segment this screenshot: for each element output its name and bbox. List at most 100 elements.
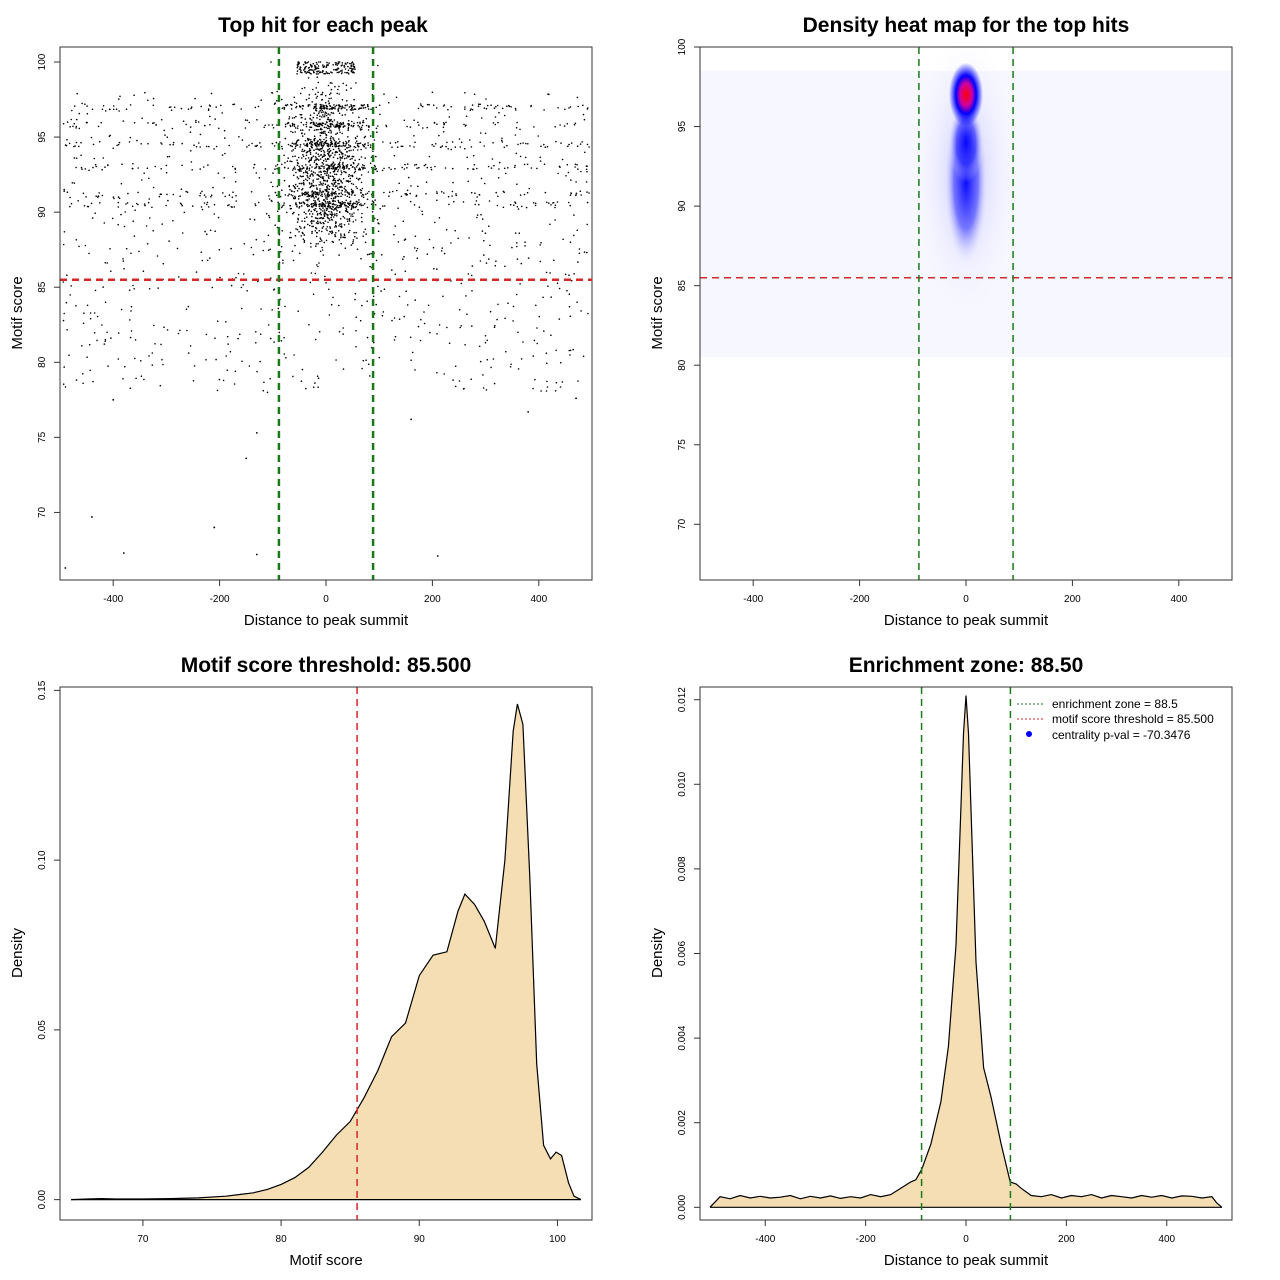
data-point [122,378,124,380]
data-point [300,116,303,119]
data-point [152,229,154,232]
data-point [315,227,318,230]
data-point [299,202,301,205]
data-point [302,238,305,240]
data-point [347,192,349,194]
data-point [369,162,372,165]
data-point [189,345,192,347]
data-point [166,136,169,138]
data-point [444,167,447,169]
data-point [322,221,324,224]
data-point [117,206,120,208]
data-point [312,202,315,205]
data-point [301,368,304,371]
data-point [183,211,186,214]
data-point [549,272,551,274]
data-point [320,194,322,197]
data-point [517,208,520,210]
data-point [516,258,519,260]
data-point [134,339,137,341]
data-point [350,182,353,185]
data-point [320,208,322,211]
data-point [471,108,474,111]
data-point [363,231,365,233]
data-point [199,168,201,170]
density-area [710,695,1222,1208]
data-point [303,69,305,71]
data-point [312,175,314,177]
data-point [329,213,332,215]
data-point [64,386,67,388]
data-point [259,142,261,144]
data-point [322,190,324,193]
data-point [482,374,484,376]
data-point [160,168,162,170]
data-point [320,127,322,130]
data-point [510,106,512,108]
data-point [350,109,353,111]
data-point [344,114,347,116]
data-point [82,382,84,385]
data-point [305,171,307,174]
data-point [304,118,307,120]
data-point [329,227,332,229]
data-point [433,268,435,270]
data-point [357,163,360,165]
data-point [325,139,328,142]
data-point [588,192,590,194]
data-point [350,164,352,167]
data-point [341,163,344,165]
data-point [495,105,497,108]
data-point [307,191,309,193]
data-point [511,246,513,249]
data-point [428,238,431,241]
data-point [123,225,126,228]
data-point [341,105,344,107]
data-point [353,65,356,68]
data-point [97,196,99,198]
data-point [315,195,317,198]
y-tick-label: 90 [37,206,48,218]
data-point [283,166,286,169]
data-point [417,121,419,124]
data-point [554,204,557,207]
x-tick-label: 0 [323,594,329,605]
data-point [336,215,338,217]
data-point [319,158,322,160]
data-point [253,163,256,166]
data-point [443,252,446,255]
heatmap-mid [948,102,984,183]
data-point [394,141,397,144]
data-point [137,167,139,169]
data-point [104,166,106,168]
data-point [346,180,349,182]
data-point [335,225,338,228]
data-point [533,339,536,342]
data-point [332,138,335,140]
data-point [158,195,161,198]
data-point [573,124,576,126]
data-point [199,133,202,136]
data-point [479,360,482,363]
data-point [104,261,107,264]
data-point [75,166,77,169]
data-point [252,253,255,256]
data-point [304,191,306,194]
data-point [311,156,313,159]
data-point [342,236,344,238]
data-point [321,124,324,127]
data-point [283,106,285,109]
data-point [69,126,71,128]
data-point [301,148,304,151]
data-point [243,243,246,245]
plot-marks [709,687,1223,1220]
data-point [321,210,324,212]
data-point [514,164,516,167]
data-point [406,304,409,306]
data-point [318,123,320,126]
data-point [297,218,300,221]
data-point [527,143,529,145]
data-point [338,93,341,95]
data-point [109,248,111,250]
data-point [360,148,362,151]
